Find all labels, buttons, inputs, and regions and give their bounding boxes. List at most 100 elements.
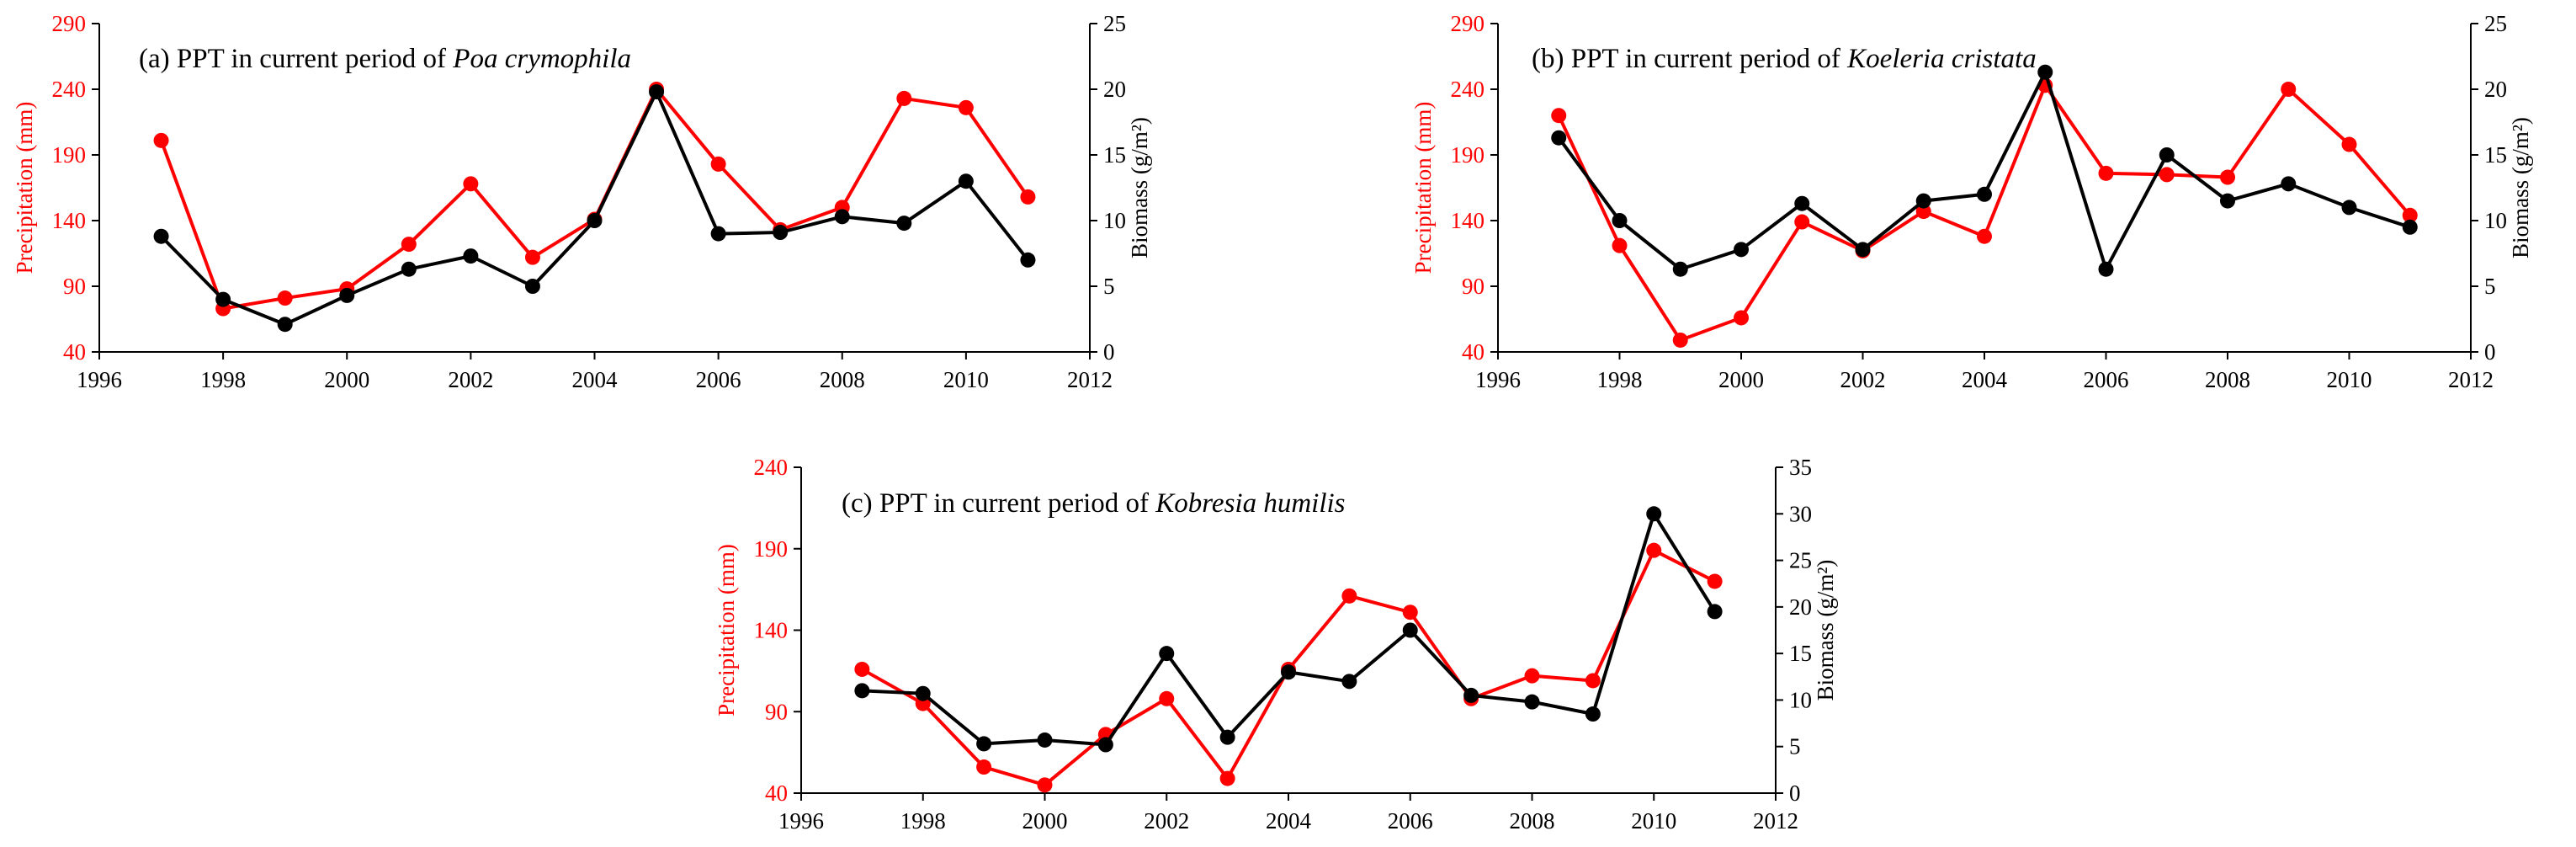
biomass-point-c (1219, 729, 1235, 745)
y-right-tick-label-c: 20 (1789, 594, 1812, 620)
precipitation-point-b (1977, 228, 1992, 244)
y-left-tick-label-b: 140 (1451, 208, 1485, 233)
y-left-tick-label-a: 190 (52, 142, 87, 168)
precipitation-point-b (2281, 82, 2297, 97)
biomass-point-a (277, 317, 293, 333)
panel-title-species-b: Koeleria cristata (1846, 44, 2037, 74)
precipitation-point-c (1402, 605, 1418, 621)
x-tick-label-a: 2002 (448, 367, 493, 392)
biomass-point-b (2037, 64, 2053, 80)
panel-title-space-b (1840, 44, 1847, 74)
panel-title-c: (c) PPT in current period of Kobresia hu… (842, 488, 1346, 519)
biomass-point-b (1734, 242, 1749, 258)
precipitation-point-c (1159, 690, 1175, 706)
precipitation-point-c (854, 661, 870, 677)
y-axis-right-title-c: Biomass (g/m²) (1813, 560, 1838, 701)
y-right-tick-label-c: 35 (1789, 455, 1812, 480)
precipitation-point-c (1037, 777, 1053, 793)
precipitation-point-a (463, 176, 479, 192)
biomass-point-c (1707, 604, 1723, 620)
precipitation-point-b (1612, 237, 1628, 253)
biomass-point-b (1977, 186, 1992, 202)
y-left-tick-label-b: 90 (1462, 274, 1485, 299)
x-tick-label-b: 1998 (1597, 367, 1643, 392)
panel-title-prefix-b: (b) PPT in current period of (1532, 44, 1840, 74)
biomass-point-b (2159, 147, 2175, 162)
y-left-tick-label-c: 40 (765, 780, 788, 806)
panel-title-a: (a) PPT in current period of Poa crymoph… (139, 44, 631, 74)
biomass-point-a (773, 225, 789, 241)
x-tick-label-c: 2006 (1388, 808, 1433, 834)
biomass-point-c (915, 685, 931, 701)
x-tick-label-a: 1998 (200, 367, 246, 392)
y-right-tick-label-b: 15 (2484, 142, 2507, 168)
x-tick-label-b: 2002 (1840, 367, 1886, 392)
y-left-tick-label-c: 190 (754, 536, 789, 562)
y-left-tick-label-c: 90 (765, 699, 788, 724)
precipitation-point-a (524, 249, 540, 265)
panel-title-b: (b) PPT in current period of Koeleria cr… (1532, 44, 2037, 74)
biomass-point-c (1463, 687, 1479, 703)
precipitation-point-b (1672, 332, 1688, 348)
precipitation-point-c (1585, 673, 1601, 689)
precipitation-point-c (1524, 668, 1540, 684)
biomass-point-c (1585, 706, 1601, 722)
y-right-tick-label-c: 15 (1789, 641, 1812, 666)
biomass-point-c (1524, 694, 1540, 710)
y-left-tick-label-a: 140 (52, 208, 87, 233)
biomass-point-b (2281, 176, 2297, 192)
precipitation-point-b (1794, 214, 1810, 230)
y-right-tick-label-b: 25 (2484, 11, 2507, 36)
biomass-line-a (160, 90, 1030, 327)
x-tick-label-c: 2004 (1266, 808, 1312, 834)
biomass-point-b (1551, 130, 1567, 146)
panel-c: 1996 1998 2000 2002 2004 2006 2008 2010 20124090… (714, 455, 1838, 834)
biomass-point-c (976, 736, 992, 752)
biomass-point-c (1402, 622, 1418, 638)
x-tick-label-a: 2004 (572, 367, 619, 392)
y-left-tick-label-b: 240 (1451, 77, 1485, 102)
x-tick-label-c: 1998 (900, 808, 946, 834)
y-axis-left-title-b: Precipitation (mm) (1410, 102, 1436, 274)
biomass-point-c (1341, 674, 1357, 690)
y-left-tick-label-b: 40 (1462, 339, 1485, 365)
x-tick-label-a: 2000 (324, 367, 369, 392)
panel-title-species-a: Poa crymophila (452, 44, 631, 74)
biomass-point-a (215, 291, 231, 307)
precipitation-point-a (153, 132, 169, 148)
y-right-tick-label-b: 0 (2484, 339, 2496, 365)
y-left-tick-label-b: 190 (1451, 142, 1485, 168)
precipitation-point-b (1551, 108, 1567, 124)
precipitation-point-b (2098, 165, 2114, 181)
biomass-point-b (1794, 195, 1810, 211)
biomass-point-a (153, 228, 169, 244)
precipitation-point-a (710, 156, 726, 172)
precipitation-point-a (958, 99, 974, 115)
biomass-point-b (1855, 242, 1871, 258)
x-tick-label-a: 2010 (943, 367, 989, 392)
biomass-point-a (958, 173, 974, 189)
precipitation-point-b (1915, 204, 1931, 220)
biomass-point-a (834, 209, 850, 225)
x-tick-label-b: 2000 (1718, 367, 1764, 392)
y-right-tick-label-c: 30 (1789, 501, 1812, 526)
biomass-point-a (649, 84, 665, 100)
precipitation-point-a (1020, 189, 1036, 205)
y-left-tick-label-b: 290 (1451, 11, 1485, 36)
biomass-point-a (463, 248, 479, 264)
y-axis-left-title-c: Precipitation (mm) (714, 544, 739, 716)
precipitation-point-a (401, 237, 417, 253)
x-tick-label-c: 2012 (1753, 808, 1798, 834)
x-tick-label-b: 1996 (1475, 367, 1521, 392)
precipitation-point-b (2402, 207, 2418, 223)
biomass-point-a (587, 213, 603, 228)
panel-title-prefix-c: (c) PPT in current period of (842, 488, 1149, 519)
precipitation-line-a (159, 88, 1030, 311)
x-tick-label-a: 2008 (820, 367, 865, 392)
x-tick-label-c: 1996 (778, 808, 824, 834)
y-axis-right-title-b: Biomass (g/m²) (2508, 117, 2533, 258)
y-axis-left-title-a: Precipitation (mm) (12, 102, 37, 274)
x-tick-label-b: 2010 (2327, 367, 2372, 392)
biomass-point-a (896, 216, 912, 232)
